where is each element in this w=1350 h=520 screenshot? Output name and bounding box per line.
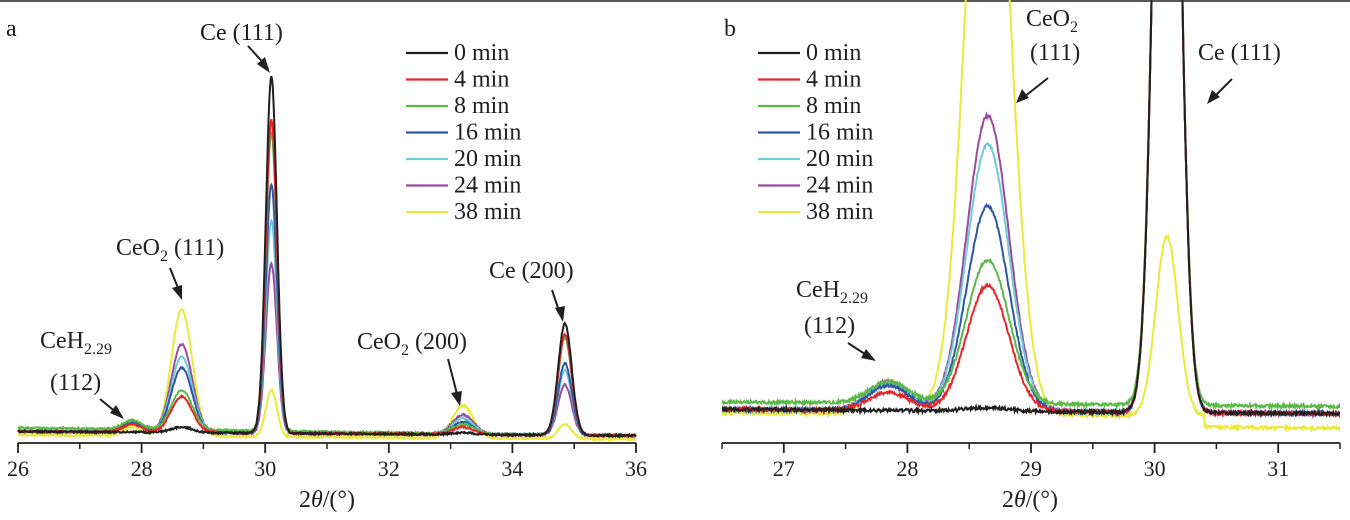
series-line-38-min — [17, 308, 637, 442]
legend-item: 4 min — [454, 67, 509, 93]
series-line-0-min — [722, 0, 1340, 418]
series-line-16-min — [17, 182, 637, 439]
x-tick-label: 27 — [773, 456, 795, 481]
x-tick-label: 29 — [1020, 456, 1042, 481]
legend-item: 38 min — [454, 199, 521, 225]
svg-text:CeH2.29: CeH2.29 — [796, 277, 868, 307]
series-line-0-min — [17, 75, 637, 439]
svg-text:(112): (112) — [804, 313, 855, 339]
legend-item: 24 min — [454, 173, 521, 199]
legend-item: 16 min — [454, 120, 521, 146]
panel-a-x-axis-title: 2θ/(°) — [299, 487, 355, 513]
legend-item: 0 min — [454, 40, 509, 66]
svg-text:CeO2 (111): CeO2 (111) — [116, 235, 224, 265]
panel-b-annotation-ceh-112: CeH2.29 (112) — [796, 277, 876, 361]
panel-a-annotation-ceo2-111: CeO2 (111) — [116, 235, 224, 300]
x-tick-label: 28 — [131, 456, 153, 481]
svg-text:(112): (112) — [50, 370, 101, 396]
legend-item: 38 min — [806, 199, 873, 225]
panel-a-annotation-ceo2-200: CeO2 (200) — [357, 329, 467, 406]
panel-b-label: b — [724, 16, 736, 42]
legend-item: 24 min — [806, 173, 873, 199]
panel-a-label: a — [6, 16, 17, 42]
x-tick-label: 31 — [1267, 456, 1289, 481]
panel-a-plot — [17, 75, 637, 442]
x-tick-label: 32 — [378, 456, 400, 481]
panel-a-annotation-ce-111: Ce (111) — [200, 20, 283, 73]
panel-b-annotation-ce-111: Ce (111) — [1198, 40, 1281, 104]
legend-item: 16 min — [806, 120, 873, 146]
series-line-38-min — [722, 0, 1340, 434]
x-tick-label: 28 — [896, 456, 918, 481]
svg-text:CeO2: CeO2 — [1026, 6, 1078, 36]
panel-b-annotation-ceo2-111: CeO2 (111) — [1016, 6, 1080, 103]
svg-text:Ce (111): Ce (111) — [1198, 40, 1281, 66]
x-tick-label: 30 — [1144, 456, 1166, 481]
panel-b-plot — [722, 0, 1340, 434]
svg-text:CeO2 (200): CeO2 (200) — [357, 329, 467, 359]
series-line-8-min — [17, 131, 637, 439]
panel-a-annotation-ce-200: Ce (200) — [489, 258, 574, 322]
legend-item: 8 min — [454, 93, 509, 119]
legend-item: 20 min — [454, 146, 521, 172]
svg-text:Ce (111): Ce (111) — [200, 20, 283, 46]
series-line-8-min — [722, 0, 1340, 412]
svg-text:(111): (111) — [1030, 40, 1080, 66]
panel-b-x-axis-title: 2θ/(°) — [1002, 487, 1058, 513]
series-line-20-min — [17, 218, 637, 439]
x-tick-label: 30 — [254, 456, 276, 481]
legend-item: 20 min — [806, 146, 873, 172]
legend-item: 0 min — [806, 40, 861, 66]
x-tick-label: 34 — [501, 456, 523, 481]
x-tick-label: 26 — [7, 456, 29, 481]
panel-a-annotation-ceh-112: CeH2.29 (112) — [40, 328, 124, 419]
x-tick-label: 36 — [625, 456, 647, 481]
legend-item: 4 min — [806, 67, 861, 93]
legend-item: 8 min — [806, 93, 861, 119]
svg-text:Ce (200): Ce (200) — [489, 258, 574, 284]
svg-text:CeH2.29: CeH2.29 — [40, 328, 112, 358]
